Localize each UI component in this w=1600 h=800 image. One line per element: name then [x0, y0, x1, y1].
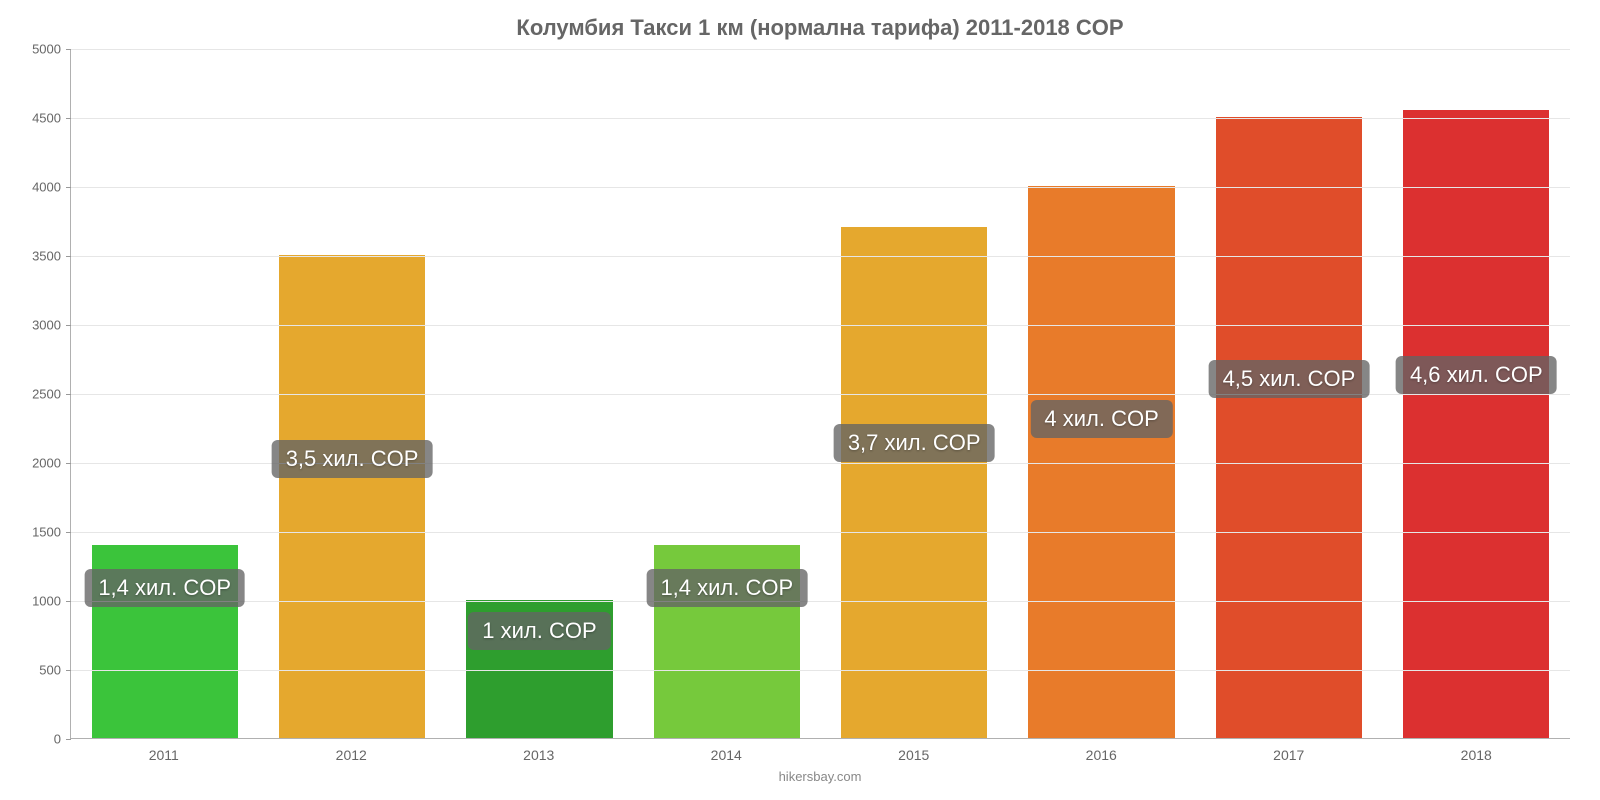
y-tick-label: 5000: [32, 42, 61, 57]
bar: [1403, 110, 1549, 738]
y-tick-mark: [66, 394, 71, 395]
x-tick-label: 2015: [820, 747, 1008, 763]
y-tick-mark: [66, 601, 71, 602]
chart-footer: hikersbay.com: [70, 769, 1570, 784]
grid-line: [71, 325, 1570, 326]
y-tick-mark: [66, 187, 71, 188]
y-tick-label: 1500: [32, 525, 61, 540]
x-tick-label: 2016: [1008, 747, 1196, 763]
grid-line: [71, 187, 1570, 188]
value-badge: 4,5 хил. COP: [1209, 360, 1370, 398]
y-tick-mark: [66, 325, 71, 326]
grid-line: [71, 256, 1570, 257]
grid-line: [71, 532, 1570, 533]
grid-line: [71, 670, 1570, 671]
y-tick-mark: [66, 739, 71, 740]
x-tick-label: 2018: [1383, 747, 1571, 763]
y-tick-label: 0: [54, 732, 61, 747]
value-badge: 4,6 хил. COP: [1396, 356, 1557, 394]
grid-line: [71, 49, 1570, 50]
x-tick-label: 2014: [633, 747, 821, 763]
y-tick-label: 4500: [32, 111, 61, 126]
x-tick-label: 2013: [445, 747, 633, 763]
y-tick-label: 1000: [32, 594, 61, 609]
y-tick-label: 3000: [32, 318, 61, 333]
value-badge: 1,4 хил. COP: [84, 569, 245, 607]
bar: [1028, 186, 1174, 738]
bar: [1216, 117, 1362, 738]
y-tick-label: 2500: [32, 387, 61, 402]
y-tick-mark: [66, 532, 71, 533]
value-badge: 3,5 хил. COP: [272, 440, 433, 478]
y-tick-mark: [66, 256, 71, 257]
value-badge: 1 хил. COP: [468, 612, 610, 650]
bar-chart: Колумбия Такси 1 км (нормална тарифа) 20…: [0, 0, 1600, 800]
chart-title: Колумбия Такси 1 км (нормална тарифа) 20…: [70, 15, 1570, 41]
bar: [841, 227, 987, 738]
y-tick-label: 3500: [32, 249, 61, 264]
grid-line: [71, 118, 1570, 119]
x-tick-label: 2011: [70, 747, 258, 763]
y-tick-mark: [66, 670, 71, 671]
y-tick-label: 2000: [32, 456, 61, 471]
y-tick-mark: [66, 49, 71, 50]
y-tick-mark: [66, 463, 71, 464]
value-badge: 4 хил. COP: [1030, 400, 1172, 438]
value-badge: 3,7 хил. COP: [834, 424, 995, 462]
x-axis-labels: 20112012201320142015201620172018: [70, 747, 1570, 763]
y-tick-mark: [66, 118, 71, 119]
grid-line: [71, 601, 1570, 602]
x-tick-label: 2012: [258, 747, 446, 763]
y-tick-label: 500: [39, 663, 61, 678]
x-tick-label: 2017: [1195, 747, 1383, 763]
y-tick-label: 4000: [32, 180, 61, 195]
plot-area: 0500100015002000250030003500400045005000…: [70, 49, 1570, 739]
value-badge: 1,4 хил. COP: [646, 569, 807, 607]
bar: [279, 255, 425, 738]
